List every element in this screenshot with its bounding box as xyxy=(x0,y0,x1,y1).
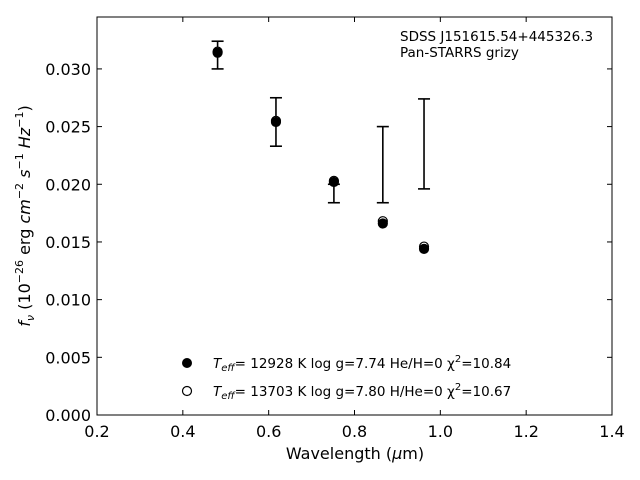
model-points xyxy=(212,46,430,254)
y-tick-label: 0.010 xyxy=(45,291,91,310)
y-tick-labels: 0.000 0.005 0.010 0.015 0.020 0.025 0.030 xyxy=(45,60,91,425)
legend-marker-filled xyxy=(182,358,192,368)
x-tick-label: 0.6 xyxy=(256,422,281,441)
x-tick-label: 1.0 xyxy=(428,422,453,441)
model-point-filled xyxy=(328,176,339,188)
model-point-filled xyxy=(418,243,430,254)
model-point-filled xyxy=(270,116,282,128)
observed-errorbars xyxy=(211,40,431,204)
x-tick-label: 0.8 xyxy=(342,422,367,441)
legend-entry-2: Teff= 13703 K log g=7.80 H/He=0 χ2=10.67 xyxy=(213,382,511,402)
y-tick-label: 0.000 xyxy=(45,406,91,425)
y-tick-label: 0.005 xyxy=(45,348,91,367)
y-tick-label: 0.025 xyxy=(45,118,91,137)
y-tick-label: 0.020 xyxy=(45,175,91,194)
errorbar xyxy=(418,98,431,190)
model-point-filled xyxy=(212,47,223,58)
x-tick-label: 1.4 xyxy=(599,422,624,441)
x-tick-label: 0.4 xyxy=(170,422,195,441)
model-point-filled xyxy=(377,218,388,229)
svg-text:fν (10−26 erg cm−2 s−1 Hz−1): fν (10−26 erg cm−2 s−1 Hz−1) xyxy=(13,105,37,326)
legend-entry-1: Teff= 12928 K log g=7.74 He/H=0 χ2=10.84 xyxy=(213,354,511,374)
y-tick-label: 0.030 xyxy=(45,60,91,79)
y-tick-label: 0.015 xyxy=(45,233,91,252)
legend: Teff= 12928 K log g=7.74 He/H=0 χ2=10.84… xyxy=(181,354,511,402)
x-tick-label: 1.2 xyxy=(513,422,538,441)
legend-marker-open xyxy=(181,385,193,397)
x-axis-label: Wavelength (μm) xyxy=(286,444,424,463)
x-tick-labels: 0.2 0.4 0.6 0.8 1.0 1.2 1.4 xyxy=(84,422,624,441)
plot-frame xyxy=(96,16,613,416)
y-axis-label: fν (10−26 erg cm−2 s−1 Hz−1) xyxy=(13,105,37,326)
errorbar xyxy=(376,125,389,204)
x-tick-label: 0.2 xyxy=(84,422,109,441)
annotation-object-name: SDSS J151615.54+445326.3 xyxy=(400,29,593,45)
annotation-survey: Pan-STARRS grizy xyxy=(400,45,519,61)
